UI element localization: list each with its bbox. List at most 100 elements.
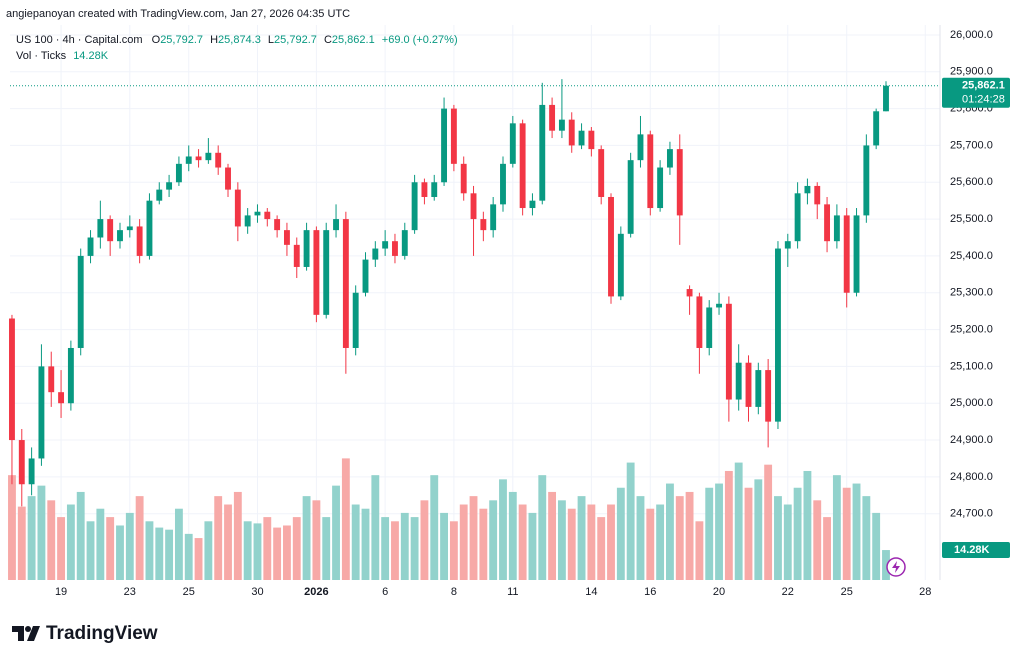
candle-layer xyxy=(9,79,889,507)
x-tick-label: 11 xyxy=(507,586,518,598)
volume-bar xyxy=(57,517,65,580)
logo-dot xyxy=(25,626,31,632)
volume-bar xyxy=(302,496,311,580)
candle-body xyxy=(647,134,654,209)
candle-body xyxy=(264,211,271,220)
volume-badge-text: 14.28K xyxy=(954,544,990,556)
x-tick-label: 25 xyxy=(841,586,853,598)
volume-bar xyxy=(381,517,390,580)
volume-bar xyxy=(66,504,75,580)
volume-bar xyxy=(47,500,56,580)
x-tick-label: 6 xyxy=(382,586,388,598)
volume-bar xyxy=(76,491,85,580)
candle-body xyxy=(558,119,565,131)
x-tick-label: 25 xyxy=(183,586,195,598)
candle-body xyxy=(58,392,65,404)
candle-body xyxy=(814,185,821,205)
volume-bar xyxy=(636,496,645,580)
candle-body xyxy=(460,163,467,194)
volume-bar xyxy=(705,487,714,580)
candle-body xyxy=(519,123,526,209)
candle-body xyxy=(205,152,212,161)
volume-bar xyxy=(165,529,174,580)
candle-body xyxy=(568,119,575,146)
o-value: 25,792.7 xyxy=(160,34,203,46)
candle-body xyxy=(883,85,889,112)
legend-line: US 100 · 4h · Capital.com O25,792.7 H25,… xyxy=(16,34,458,46)
y-tick-label: 25,400.0 xyxy=(950,250,993,262)
y-tick-label: 25,100.0 xyxy=(950,360,993,372)
volume-bar xyxy=(194,538,203,580)
flash-glyph xyxy=(892,561,900,573)
volume-bar xyxy=(243,521,252,580)
candle-body xyxy=(627,160,634,234)
volume-bar xyxy=(86,521,95,580)
candle-body xyxy=(725,303,732,400)
candle-body xyxy=(401,230,408,256)
candle-body xyxy=(117,230,123,242)
candle-body xyxy=(696,296,703,348)
candle-body xyxy=(431,182,438,197)
candle-body xyxy=(706,307,713,348)
logo-mark xyxy=(12,626,24,641)
candle-body xyxy=(421,182,428,197)
volume-bar xyxy=(420,500,429,580)
volume-bar xyxy=(862,496,871,580)
candle-body xyxy=(392,241,398,256)
x-tick-label: 8 xyxy=(451,586,457,598)
logo-mark xyxy=(27,626,40,641)
credit: angiepanoyan created with TradingView.co… xyxy=(6,8,350,20)
volume-bar xyxy=(685,491,694,580)
grid xyxy=(10,25,940,580)
volume-bar xyxy=(332,485,340,580)
volume-bar xyxy=(283,525,291,580)
candle-body xyxy=(873,111,880,146)
x-tick-label: 14 xyxy=(585,586,597,598)
volume-bar xyxy=(832,475,841,580)
candle-body xyxy=(97,219,104,238)
volume-bar xyxy=(538,475,547,580)
candle-body xyxy=(254,211,261,216)
volume-bar xyxy=(263,517,272,580)
volume-bar xyxy=(607,504,615,580)
candle-body xyxy=(745,362,752,407)
candle-body xyxy=(185,156,192,164)
volume-bar xyxy=(518,504,527,580)
candle-body xyxy=(470,193,477,220)
volume-bar xyxy=(8,475,16,580)
candle-body xyxy=(126,226,133,231)
x-tick-label: 16 xyxy=(644,586,656,598)
candle-body xyxy=(598,149,605,197)
volume-bar xyxy=(499,479,507,580)
candle-body xyxy=(283,230,290,245)
candle-body xyxy=(775,248,781,422)
volume-bar xyxy=(803,470,812,580)
y-tick-label: 24,700.0 xyxy=(950,508,993,520)
volume-bar xyxy=(675,496,684,580)
volume-bar xyxy=(597,517,606,580)
l-label: L xyxy=(268,34,274,46)
candle-body xyxy=(617,233,624,297)
candle-body xyxy=(804,185,811,194)
volume-bar xyxy=(155,527,164,580)
candle-body xyxy=(411,182,418,231)
l-value: 25,792.7 xyxy=(274,34,317,46)
x-tick-label: 30 xyxy=(251,586,263,598)
candle-body xyxy=(843,215,850,293)
volume-bar xyxy=(882,550,890,580)
candle-body xyxy=(500,163,506,205)
volume-bar xyxy=(813,500,822,580)
volume-bar xyxy=(489,500,498,580)
symbol: US 100 · 4h · Capital.com xyxy=(16,34,143,46)
volume-layer xyxy=(8,458,890,580)
price-badge xyxy=(942,77,1010,108)
candle-body xyxy=(833,215,840,242)
candle-body xyxy=(735,362,742,400)
candle-body xyxy=(352,292,359,348)
volume-bar xyxy=(184,533,193,580)
volume-bar xyxy=(764,464,773,580)
volume-bar xyxy=(273,527,282,580)
volume-bar xyxy=(96,508,105,580)
volume-bar xyxy=(734,462,743,580)
